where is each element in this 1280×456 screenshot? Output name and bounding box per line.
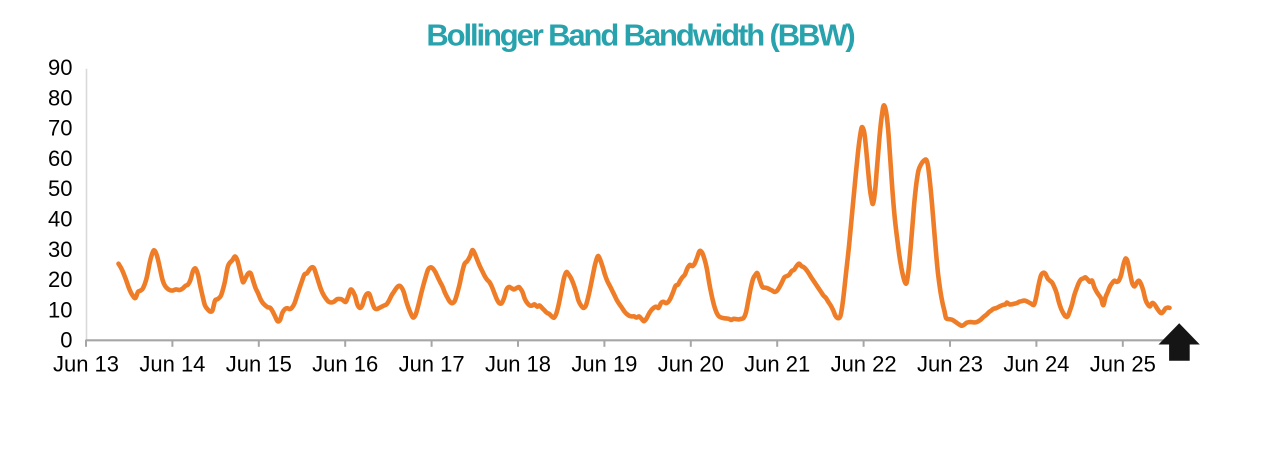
svg-text:30: 30 [48,237,72,262]
svg-text:Jun 17: Jun 17 [399,351,465,376]
svg-text:Jun 22: Jun 22 [831,351,897,376]
svg-text:Jun 21: Jun 21 [744,351,810,376]
svg-text:Jun 24: Jun 24 [1003,351,1069,376]
svg-text:20: 20 [48,267,72,292]
svg-text:Jun 25: Jun 25 [1090,351,1156,376]
svg-text:Jun 14: Jun 14 [139,351,205,376]
svg-text:Jun 15: Jun 15 [226,351,292,376]
svg-text:Jun 16: Jun 16 [312,351,378,376]
svg-text:40: 40 [48,207,72,232]
svg-text:70: 70 [48,116,72,141]
svg-text:Jun 20: Jun 20 [658,351,724,376]
svg-text:Bollinger Band Bandwidth (BBW): Bollinger Band Bandwidth (BBW) [426,18,854,53]
svg-text:Jun 18: Jun 18 [485,351,551,376]
svg-text:80: 80 [48,85,72,110]
svg-text:Jun 19: Jun 19 [571,351,637,376]
svg-text:10: 10 [48,297,72,322]
svg-text:90: 90 [48,55,72,80]
svg-text:Jun 13: Jun 13 [53,351,119,376]
svg-text:60: 60 [48,146,72,171]
svg-text:50: 50 [48,176,72,201]
svg-text:Jun 23: Jun 23 [917,351,983,376]
svg-text:0: 0 [60,328,72,353]
